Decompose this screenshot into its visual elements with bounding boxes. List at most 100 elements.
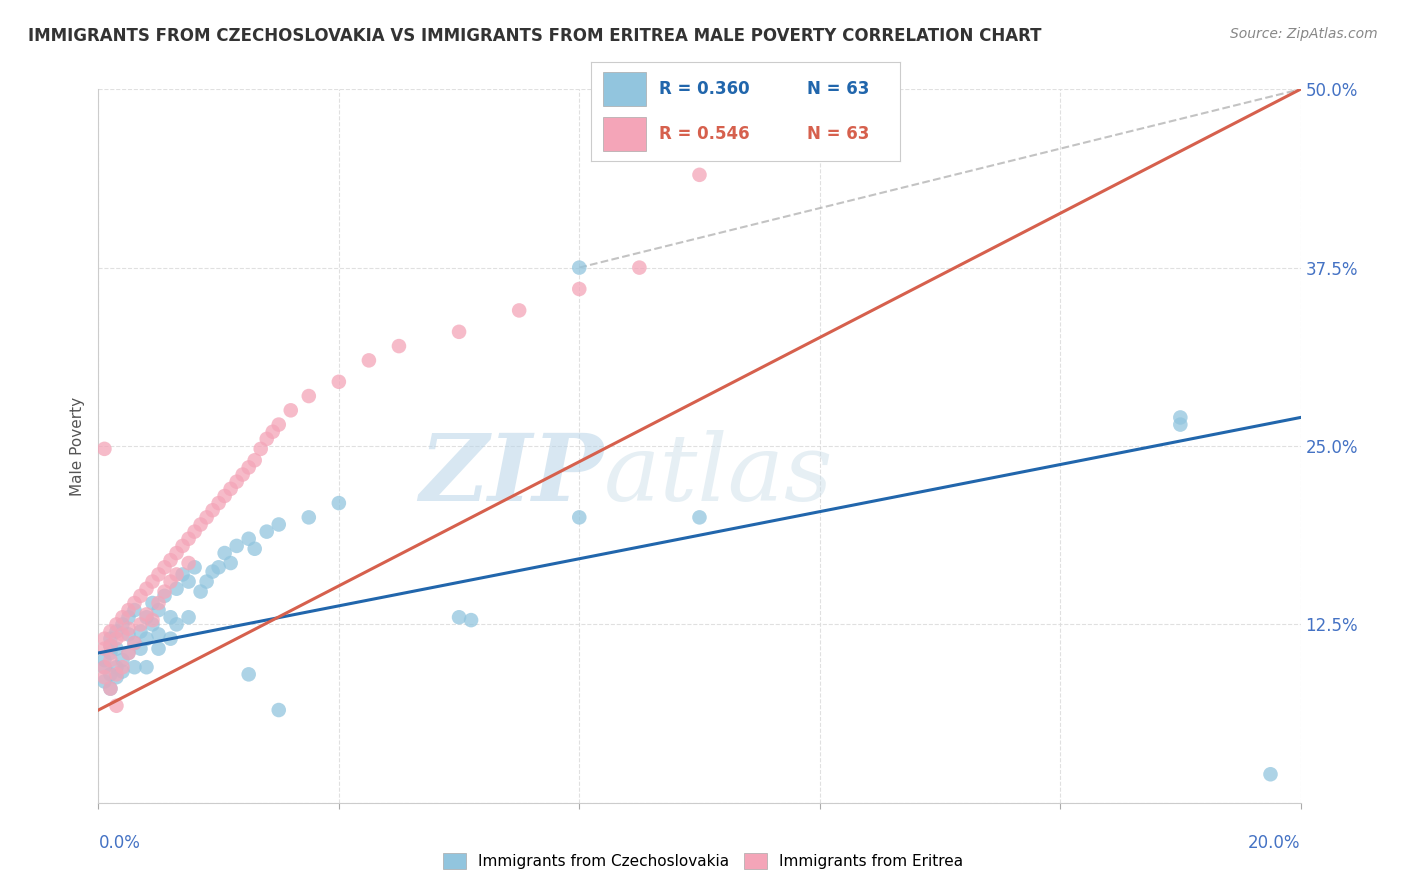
Point	[201, 565, 224, 579]
Point	[208, 496, 231, 510]
Point	[1260, 767, 1282, 781]
Point	[148, 567, 170, 582]
Point	[249, 442, 271, 456]
Point	[298, 510, 321, 524]
Point	[105, 641, 128, 656]
Point	[135, 632, 157, 646]
Point	[328, 496, 350, 510]
Point	[357, 353, 380, 368]
Text: N = 63: N = 63	[807, 125, 869, 143]
Point	[105, 617, 128, 632]
Point	[117, 610, 139, 624]
Point	[148, 603, 170, 617]
Point	[100, 624, 122, 639]
Point	[111, 653, 134, 667]
Point	[159, 553, 181, 567]
Point	[183, 560, 205, 574]
Point	[111, 610, 134, 624]
Text: ZIP: ZIP	[419, 430, 603, 519]
Point	[93, 442, 115, 456]
Point	[208, 560, 231, 574]
Point	[388, 339, 411, 353]
Point	[262, 425, 284, 439]
Point	[256, 432, 278, 446]
Point	[238, 532, 260, 546]
Text: Source: ZipAtlas.com: Source: ZipAtlas.com	[1230, 27, 1378, 41]
Point	[135, 607, 157, 622]
Point	[689, 168, 711, 182]
Y-axis label: Male Poverty: Male Poverty	[70, 396, 86, 496]
Point	[568, 282, 591, 296]
Point	[166, 567, 188, 582]
Point	[190, 517, 212, 532]
Point	[117, 603, 139, 617]
Point	[153, 560, 176, 574]
Point	[124, 603, 146, 617]
Point	[111, 660, 134, 674]
Point	[105, 698, 128, 713]
Point	[124, 660, 146, 674]
Point	[100, 653, 122, 667]
Point	[135, 582, 157, 596]
Point	[153, 584, 176, 599]
Text: 20.0%: 20.0%	[1249, 834, 1301, 852]
Point	[100, 681, 122, 696]
Point	[195, 510, 218, 524]
Point	[267, 517, 290, 532]
Point	[183, 524, 205, 539]
Point	[628, 260, 651, 275]
Point	[93, 670, 115, 684]
Point	[93, 660, 115, 674]
Point	[201, 503, 224, 517]
Text: N = 63: N = 63	[807, 80, 869, 98]
Point	[177, 532, 200, 546]
Point	[141, 617, 163, 632]
Point	[117, 646, 139, 660]
Point	[129, 589, 152, 603]
Point	[124, 596, 146, 610]
Point	[190, 584, 212, 599]
Point	[105, 660, 128, 674]
Point	[1170, 410, 1192, 425]
Point	[93, 653, 115, 667]
Point	[447, 610, 470, 624]
Point	[100, 646, 122, 660]
Point	[256, 524, 278, 539]
Point	[177, 574, 200, 589]
Point	[568, 510, 591, 524]
Point	[238, 667, 260, 681]
Point	[172, 539, 194, 553]
Point	[111, 617, 134, 632]
Point	[177, 610, 200, 624]
Point	[568, 260, 591, 275]
Text: IMMIGRANTS FROM CZECHOSLOVAKIA VS IMMIGRANTS FROM ERITREA MALE POVERTY CORRELATI: IMMIGRANTS FROM CZECHOSLOVAKIA VS IMMIGR…	[28, 27, 1042, 45]
Point	[166, 617, 188, 632]
Point	[129, 617, 152, 632]
Point	[166, 582, 188, 596]
Point	[105, 624, 128, 639]
Legend: Immigrants from Czechoslovakia, Immigrants from Eritrea: Immigrants from Czechoslovakia, Immigran…	[436, 847, 970, 875]
Point	[105, 670, 128, 684]
FancyBboxPatch shape	[603, 118, 647, 151]
Point	[689, 510, 711, 524]
Point	[111, 627, 134, 641]
Point	[93, 674, 115, 689]
Point	[100, 632, 122, 646]
Point	[148, 641, 170, 656]
Point	[159, 632, 181, 646]
Point	[100, 681, 122, 696]
Point	[93, 632, 115, 646]
Point	[93, 660, 115, 674]
Point	[148, 627, 170, 641]
Point	[135, 610, 157, 624]
Point	[225, 475, 247, 489]
Point	[148, 596, 170, 610]
Point	[117, 622, 139, 636]
Point	[219, 556, 242, 570]
Point	[166, 546, 188, 560]
Point	[195, 574, 218, 589]
Point	[105, 632, 128, 646]
Point	[117, 627, 139, 641]
Text: atlas: atlas	[603, 430, 832, 519]
Point	[238, 460, 260, 475]
